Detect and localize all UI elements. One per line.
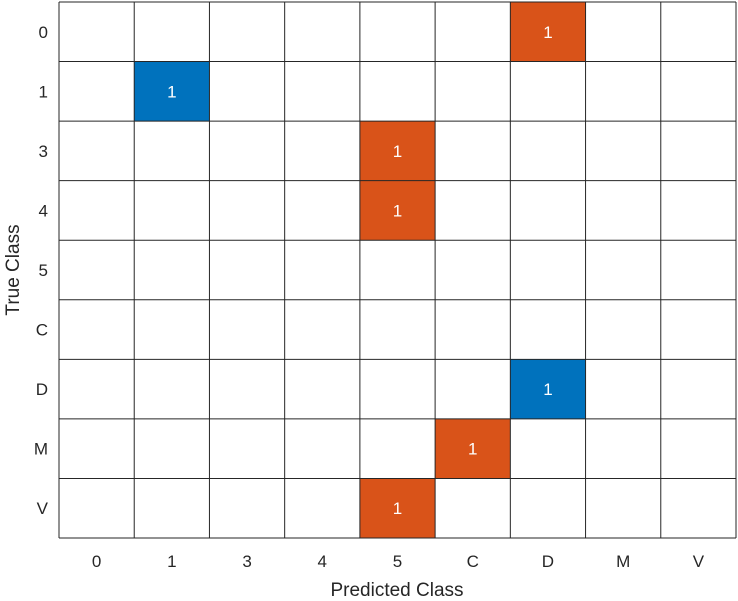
grid-layer	[58, 1, 737, 539]
cell-value-label: 1	[543, 380, 552, 399]
heatmap-cell-3-5	[359, 121, 436, 181]
x-tick-label: M	[616, 552, 630, 571]
cells-layer	[59, 2, 736, 538]
x-axis-label: Predicted Class	[330, 580, 463, 601]
heatmap-cell-0-D	[510, 2, 586, 62]
x-tick-label: 1	[167, 552, 176, 571]
heatmap-cell-V-5	[359, 478, 436, 538]
x-tick-label: C	[467, 552, 479, 571]
cell-value-label: 1	[468, 440, 477, 459]
cell-value-label: 1	[393, 142, 402, 161]
cell-value-label: 1	[167, 82, 176, 101]
x-tick-labels: 0 1 3 4 5 C D M V	[92, 552, 705, 571]
x-tick-label: 4	[318, 552, 327, 571]
cell-value-label: 1	[393, 201, 402, 220]
y-tick-label: C	[36, 321, 48, 340]
heatmap-cell-M-C	[435, 418, 511, 479]
y-tick-label: 3	[39, 142, 48, 161]
y-tick-label: V	[37, 499, 49, 518]
heatmap-cell-4-5	[359, 180, 436, 241]
y-tick-label: 0	[39, 23, 48, 42]
y-tick-labels: 0 1 3 4 5 C D M V	[34, 23, 49, 518]
x-tick-label: D	[542, 552, 554, 571]
cell-labels-layer: 1 1 1 1 1 1 1	[167, 23, 553, 518]
y-tick-label: D	[36, 380, 48, 399]
heatmap-cell-1-1	[134, 61, 210, 122]
y-tick-label: 4	[39, 201, 48, 220]
cell-value-label: 1	[543, 23, 552, 42]
x-tick-label: V	[693, 552, 705, 571]
y-tick-label: 1	[39, 82, 48, 101]
x-tick-label: 0	[92, 552, 101, 571]
x-tick-label: 5	[393, 552, 402, 571]
y-tick-label: M	[34, 440, 48, 459]
cell-value-label: 1	[393, 499, 402, 518]
x-tick-label: 3	[242, 552, 251, 571]
y-tick-label: 5	[39, 261, 48, 280]
y-axis-label: True Class	[3, 224, 24, 315]
heatmap-cell-D-D	[510, 359, 586, 419]
